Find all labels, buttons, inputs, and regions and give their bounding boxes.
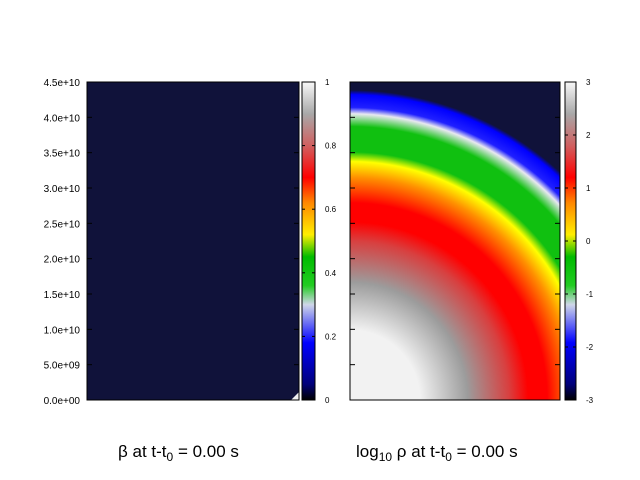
colorbar-tick-label: 3 <box>586 78 591 87</box>
colorbar-tick-label: 1 <box>325 78 330 87</box>
colorbar-tick-label: 0.4 <box>325 269 337 278</box>
colorbar-tick-label: 0.8 <box>325 142 337 151</box>
caption-at: at t-t <box>411 442 446 461</box>
caption-time: = 0.00 s <box>177 442 239 461</box>
y-tick-label: 2.5e+10 <box>44 219 81 230</box>
left-frame <box>86 81 300 401</box>
left-heatmap <box>87 82 299 400</box>
colorbar-tick-label: -3 <box>586 396 594 405</box>
caption-time: = 0.00 s <box>456 442 518 461</box>
colorbar-tick-label: 0 <box>586 237 591 246</box>
right-heatmap <box>350 82 560 400</box>
beta-symbol: β <box>118 442 128 461</box>
right-colorbar: -3 -2 -1 0 1 2 3 <box>564 78 594 405</box>
rho-symbol: ρ <box>396 442 407 461</box>
y-tick-label: 4.5e+10 <box>44 78 81 89</box>
left-corner-patch <box>291 392 299 400</box>
y-tick-label: 1.5e+10 <box>44 290 81 301</box>
left-colorbar-scale <box>301 81 316 401</box>
colorbar-tick-label: 0.2 <box>325 332 337 341</box>
left-colorbar-ticks: 0 0.2 0.4 0.6 0.8 1 <box>302 78 337 405</box>
log-label: log <box>356 442 379 461</box>
log-base: 10 <box>378 450 393 464</box>
right-panel <box>349 81 561 401</box>
y-tick-label: 5.0e+09 <box>44 361 81 372</box>
left-panel: 0.0e+00 5.0e+09 1.0e+10 1.5e+10 2.0e+10 2.5e+… <box>44 78 300 407</box>
colorbar-tick-label: -1 <box>586 290 594 299</box>
caption-sub: 0 <box>166 450 174 464</box>
colorbar-tick-label: 0 <box>325 396 330 405</box>
caption-at: at t-t <box>132 442 167 461</box>
right-colorbar-ticks: -3 -2 -1 0 1 2 3 <box>565 78 594 405</box>
right-y-axis-ticks <box>350 81 560 401</box>
left-y-axis: 0.0e+00 5.0e+09 1.0e+10 1.5e+10 2.0e+10 2.5e+… <box>44 78 299 407</box>
y-tick-label: 3.0e+10 <box>44 184 81 195</box>
caption-sub: 0 <box>445 450 452 464</box>
colorbar-tick-label: 0.6 <box>325 205 337 214</box>
colorbar-tick-label: -2 <box>586 343 594 352</box>
colorbar-tick-label: 2 <box>586 131 591 140</box>
colorbar-tick-label: 1 <box>586 184 591 193</box>
y-tick-label: 0.0e+00 <box>44 396 81 407</box>
left-caption: β at t-t0 = 0.00 s <box>118 442 239 464</box>
y-tick-label: 2.0e+10 <box>44 255 81 266</box>
right-frame <box>349 81 561 401</box>
y-tick-label: 1.0e+10 <box>44 325 81 336</box>
y-tick-label: 3.5e+10 <box>44 149 81 160</box>
y-tick-label: 4.0e+10 <box>44 113 81 124</box>
right-caption: log10 ρ at t-t0 = 0.00 s <box>356 442 518 464</box>
left-colorbar: 0 0.2 0.4 0.6 0.8 1 <box>301 78 337 405</box>
